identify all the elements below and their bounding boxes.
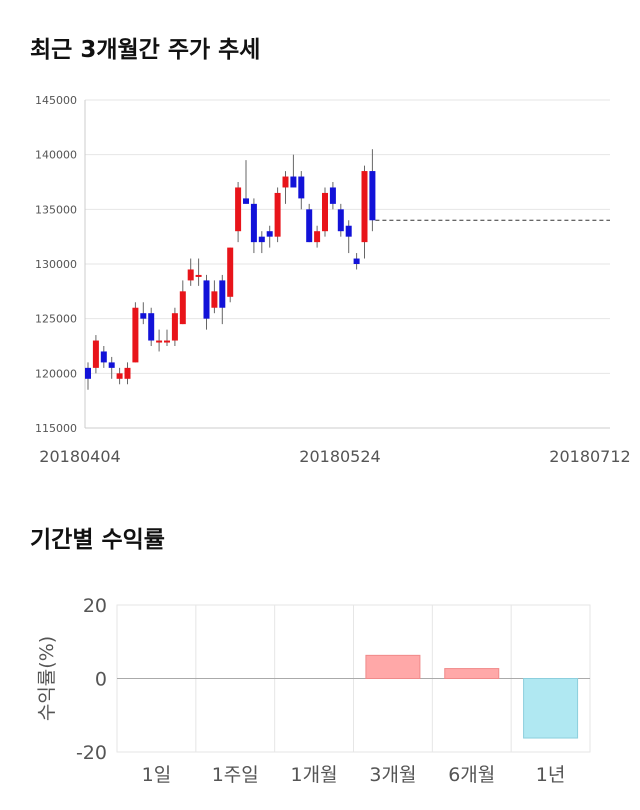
candle-body xyxy=(345,225,352,237)
candle-body xyxy=(108,362,115,368)
candle-body xyxy=(306,209,313,243)
candle-body xyxy=(250,203,257,243)
returns-title: 기간별 수익률 xyxy=(30,527,165,553)
candle-body xyxy=(85,367,91,379)
candle-body xyxy=(274,192,281,237)
candle-y-tick-label: 140000 xyxy=(35,149,77,162)
candle-body xyxy=(187,269,194,281)
candle-body xyxy=(282,176,289,188)
return-bar xyxy=(365,654,421,679)
candle-body xyxy=(156,340,163,343)
bar-y-tick-label: -20 xyxy=(76,742,107,764)
bar-x-tick-label: 1주일 xyxy=(212,764,259,786)
candle-body xyxy=(266,231,273,237)
candle-x-tick-label: 20180524 xyxy=(299,447,380,466)
candle-body xyxy=(203,280,210,319)
candle-body xyxy=(211,291,218,308)
candles xyxy=(85,149,376,390)
candle-y-tick-label: 130000 xyxy=(35,258,77,271)
bar-y-axis-label: 수익률(%) xyxy=(36,636,58,721)
candle-body xyxy=(92,340,99,368)
candle-body xyxy=(322,192,328,232)
return-bar xyxy=(523,678,579,739)
bar-y-tick-label: 0 xyxy=(95,669,107,691)
candle-body xyxy=(100,351,107,363)
candle-body xyxy=(258,236,265,243)
bars xyxy=(365,654,579,739)
price-trend-title: 최근 3개월간 주가 추세 xyxy=(30,37,261,63)
candle-body xyxy=(298,176,305,199)
bar-x-tick-label: 3개월 xyxy=(369,764,416,786)
candle-y-tick-label: 125000 xyxy=(35,313,77,326)
candle-body xyxy=(353,258,360,264)
candle-body xyxy=(124,367,131,379)
candle-body xyxy=(227,247,234,297)
candle-y-tick-label: 115000 xyxy=(35,422,77,435)
candle-body xyxy=(195,274,202,277)
bar-x-tick-label: 1개월 xyxy=(291,764,338,786)
candle-x-tick-label: 20180404 xyxy=(39,447,120,466)
candle-y-ticks: 115000 120000 125000 130000 135000 140000 1450… xyxy=(35,94,77,435)
candle-body xyxy=(243,198,249,204)
candle-body xyxy=(361,171,368,243)
candle-body xyxy=(140,313,147,319)
candle-body xyxy=(116,373,123,379)
candlestick-chart: 115000 120000 125000 130000 135000 140000 1450… xyxy=(35,94,631,466)
candle-body xyxy=(171,313,178,341)
candle-y-tick-label: 135000 xyxy=(35,203,77,216)
candle-x-tick-label: 20180712 xyxy=(549,447,630,466)
candle-body xyxy=(290,176,297,188)
return-bar xyxy=(444,668,500,680)
bar-x-tick-label: 6개월 xyxy=(448,764,495,786)
candle-body xyxy=(314,231,321,243)
candle-body xyxy=(329,187,336,204)
bar-x-tick-label: 1년 xyxy=(536,764,566,786)
candle-body xyxy=(337,209,344,232)
candle-body xyxy=(219,280,226,308)
bar-y-tick-label: 20 xyxy=(83,595,107,617)
candle-body xyxy=(179,291,186,325)
candle-x-ticks: 20180404 20180524 20180712 xyxy=(39,447,630,466)
bar-grid xyxy=(116,604,591,753)
candle-y-tick-label: 120000 xyxy=(35,367,77,380)
bar-y-ticks: -20 0 20 xyxy=(76,595,107,764)
bar-x-tick-label: 1일 xyxy=(142,764,172,786)
candle-body xyxy=(369,171,376,221)
candle-body xyxy=(235,187,242,232)
candle-body xyxy=(132,307,139,363)
candle-body xyxy=(164,340,170,343)
candle-body xyxy=(148,313,155,341)
bar-x-ticks: 1일 1주일 1개월 3개월 6개월 1년 xyxy=(142,764,566,786)
candle-y-tick-label: 145000 xyxy=(35,94,77,107)
